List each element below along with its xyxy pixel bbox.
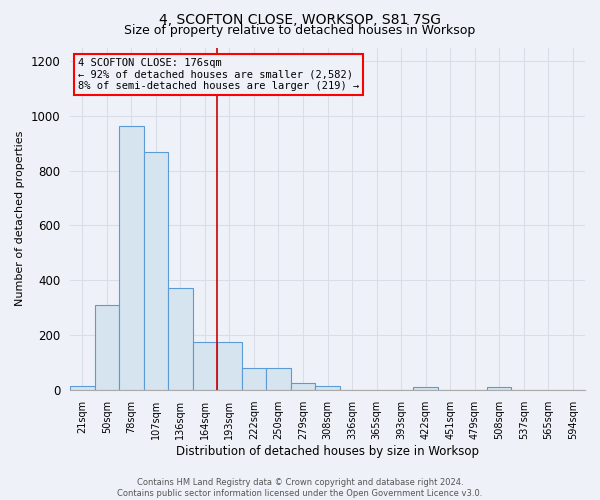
Bar xyxy=(217,342,242,390)
Bar xyxy=(291,383,315,390)
Bar xyxy=(193,342,217,390)
Bar xyxy=(315,386,340,390)
Bar xyxy=(95,305,119,390)
X-axis label: Distribution of detached houses by size in Worksop: Distribution of detached houses by size … xyxy=(176,444,479,458)
Bar xyxy=(168,288,193,390)
Text: 4 SCOFTON CLOSE: 176sqm
← 92% of detached houses are smaller (2,582)
8% of semi-: 4 SCOFTON CLOSE: 176sqm ← 92% of detache… xyxy=(78,58,359,91)
Text: Contains HM Land Registry data © Crown copyright and database right 2024.
Contai: Contains HM Land Registry data © Crown c… xyxy=(118,478,482,498)
Bar xyxy=(143,152,168,390)
Text: 4, SCOFTON CLOSE, WORKSOP, S81 7SG: 4, SCOFTON CLOSE, WORKSOP, S81 7SG xyxy=(159,12,441,26)
Bar xyxy=(119,126,143,390)
Bar xyxy=(266,368,291,390)
Bar xyxy=(242,368,266,390)
Bar xyxy=(70,386,95,390)
Bar xyxy=(413,387,438,390)
Text: Size of property relative to detached houses in Worksop: Size of property relative to detached ho… xyxy=(124,24,476,37)
Bar xyxy=(487,387,511,390)
Y-axis label: Number of detached properties: Number of detached properties xyxy=(15,131,25,306)
